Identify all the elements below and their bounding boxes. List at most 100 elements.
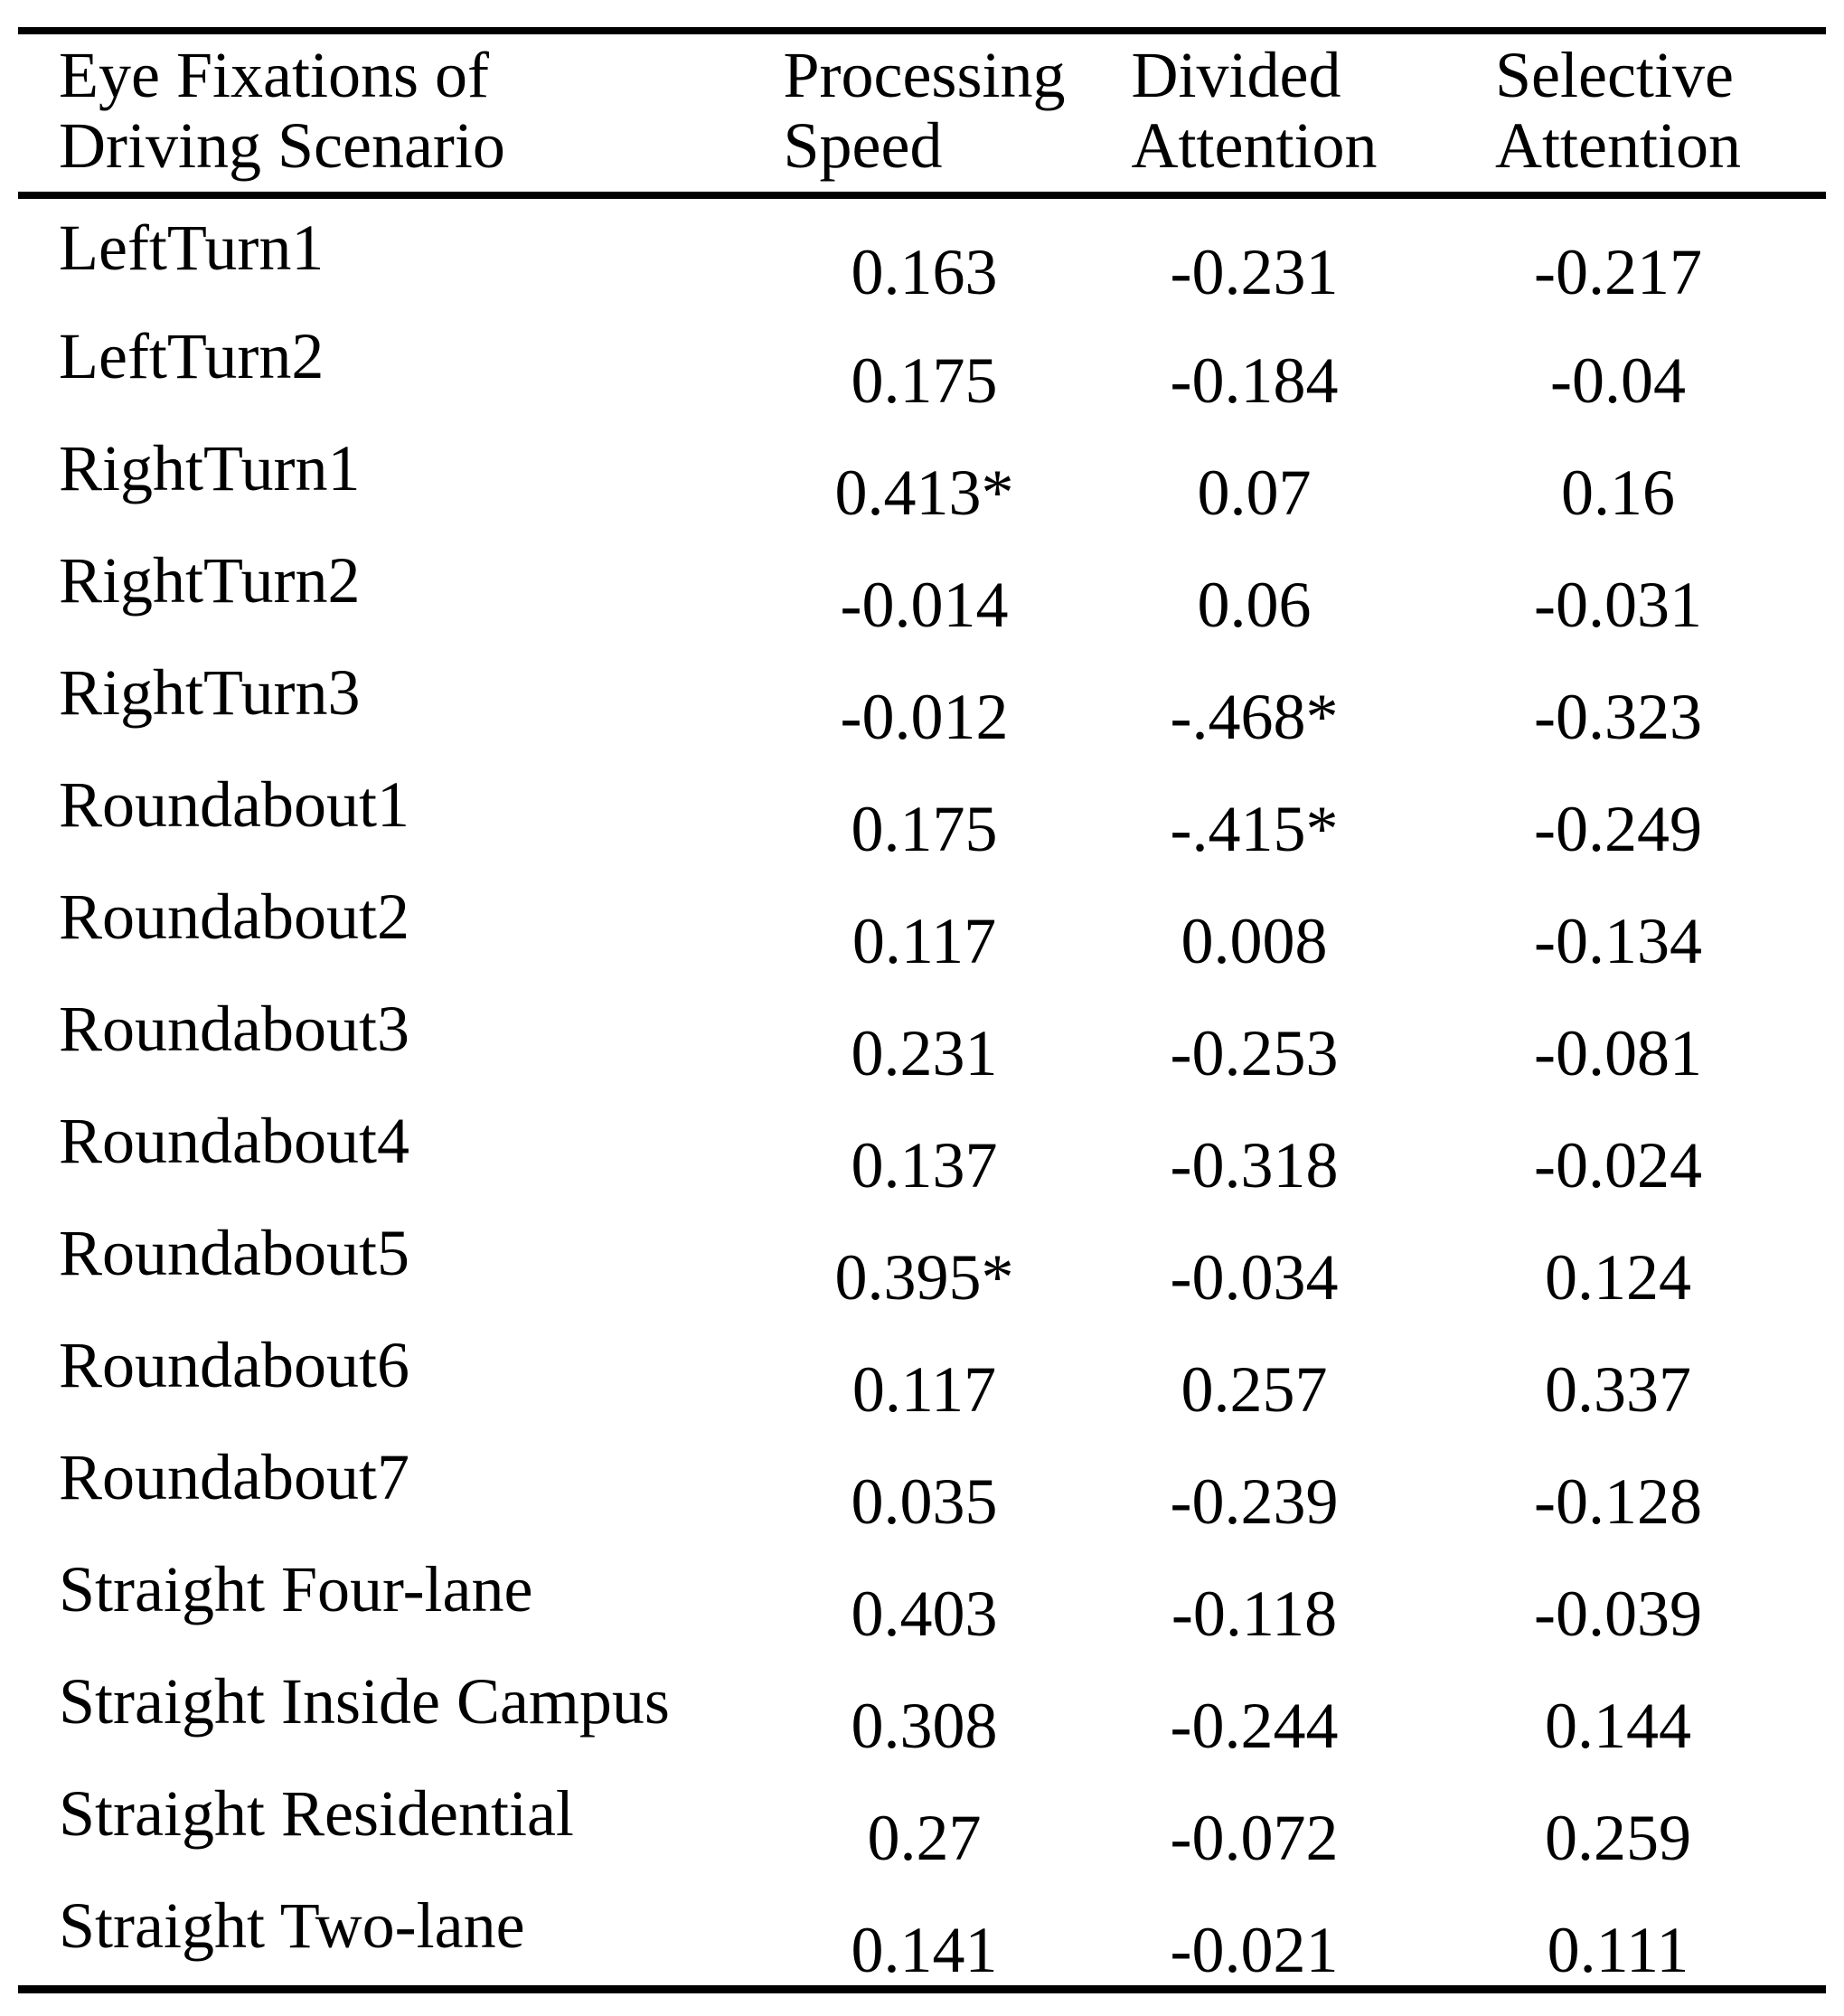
scenario-label: Straight Two-lane [59, 1889, 525, 1962]
processing-speed-value: 0.413* [834, 457, 1014, 529]
table-row: LeftTurn1 0.163 -0.231 -0.217 [18, 195, 1826, 307]
scenario-label: RightTurn1 [59, 432, 361, 504]
header-selective-attention: Selective Attention [1433, 31, 1826, 195]
selective-attention-value: -0.249 [1534, 793, 1702, 865]
scenario-label: Roundabout5 [59, 1217, 409, 1289]
header-divided-attention: Divided Attention [1076, 31, 1433, 195]
divided-attention-value: -.468* [1170, 681, 1339, 753]
scenario-label: RightTurn3 [59, 656, 361, 729]
divided-attention-value: 0.07 [1197, 457, 1312, 529]
table-row: Roundabout6 0.117 0.257 0.337 [18, 1316, 1826, 1428]
header-text-block: Processing Speed [784, 40, 1066, 181]
table-row: Roundabout2 0.117 0.008 -0.134 [18, 868, 1826, 980]
table-row: Straight Residential 0.27 -0.072 0.259 [18, 1765, 1826, 1877]
table-row: Straight Inside Campus 0.308 -0.244 0.14… [18, 1653, 1826, 1765]
scenario-label: LeftTurn2 [59, 320, 325, 392]
scenario-label: Straight Four-lane [59, 1553, 533, 1625]
scenario-label: Roundabout6 [59, 1329, 409, 1401]
divided-attention-value: -0.118 [1171, 1578, 1338, 1650]
processing-speed-value: 0.117 [851, 1353, 997, 1426]
header-processing-speed: Processing Speed [773, 31, 1076, 195]
processing-speed-value: -0.014 [840, 569, 1009, 641]
header-line-2: Attention [1495, 109, 1741, 182]
selective-attention-value: -0.134 [1534, 905, 1702, 977]
table-row: LeftTurn2 0.175 -0.184 -0.04 [18, 307, 1826, 419]
processing-speed-value: 0.27 [867, 1802, 982, 1874]
table-row: Roundabout4 0.137 -0.318 -0.024 [18, 1092, 1826, 1204]
processing-speed-value: 0.035 [851, 1465, 998, 1538]
header-text-block: Eye Fixations of Driving Scenario [59, 40, 505, 181]
table-row: Roundabout1 0.175 -.415* -0.249 [18, 756, 1826, 868]
header-line-2: Attention [1131, 109, 1378, 182]
selective-attention-value: -0.04 [1550, 344, 1686, 417]
processing-speed-value: 0.175 [851, 793, 998, 865]
scenario-label: Roundabout2 [59, 881, 409, 953]
divided-attention-value: 0.06 [1197, 569, 1312, 641]
processing-speed-value: -0.012 [840, 681, 1009, 753]
table-row: RightTurn2 -0.014 0.06 -0.031 [18, 532, 1826, 644]
table-row: Straight Four-lane 0.403 -0.118 -0.039 [18, 1540, 1826, 1653]
scenario-label: Roundabout4 [59, 1105, 409, 1177]
scenario-label: LeftTurn1 [59, 212, 325, 284]
divided-attention-value: -0.184 [1170, 344, 1339, 417]
divided-attention-value: -0.253 [1170, 1017, 1339, 1089]
divided-attention-value: -0.021 [1170, 1914, 1339, 1986]
divided-attention-value: -0.239 [1170, 1465, 1339, 1538]
selective-attention-value: -0.024 [1534, 1129, 1702, 1201]
scenario-label: Straight Residential [59, 1777, 574, 1850]
selective-attention-value: -0.323 [1534, 681, 1702, 753]
processing-speed-value: 0.395* [834, 1241, 1014, 1314]
header-line-1: Divided [1131, 39, 1341, 111]
scenario-label: RightTurn2 [59, 544, 361, 617]
table-body: LeftTurn1 0.163 -0.231 -0.217 LeftTurn2 … [18, 195, 1826, 1990]
divided-attention-value: -0.318 [1170, 1129, 1339, 1201]
selective-attention-value: 0.111 [1547, 1914, 1689, 1986]
selective-attention-value: 0.16 [1561, 457, 1675, 529]
selective-attention-value: 0.259 [1545, 1802, 1691, 1874]
processing-speed-value: 0.137 [851, 1129, 998, 1201]
table-row: Straight Two-lane 0.141 -0.021 0.111 [18, 1877, 1826, 1990]
header-line-1: Selective [1495, 39, 1734, 111]
divided-attention-value: -0.231 [1170, 236, 1339, 308]
scenario-label: Roundabout1 [59, 768, 409, 841]
processing-speed-value: 0.117 [851, 905, 997, 977]
header-text-block: Selective Attention [1495, 40, 1741, 181]
selective-attention-value: -0.128 [1534, 1465, 1702, 1538]
processing-speed-value: 0.308 [851, 1690, 998, 1762]
processing-speed-value: 0.403 [851, 1578, 998, 1650]
header-row: Eye Fixations of Driving Scenario Proces… [18, 31, 1826, 195]
processing-speed-value: 0.163 [851, 236, 998, 308]
scenario-label: Straight Inside Campus [59, 1665, 670, 1738]
header-line-2: Speed [783, 109, 943, 182]
selective-attention-value: 0.124 [1545, 1241, 1691, 1314]
divided-attention-value: -0.244 [1170, 1690, 1339, 1762]
table-row: Roundabout3 0.231 -0.253 -0.081 [18, 980, 1826, 1092]
table-row: Roundabout7 0.035 -0.239 -0.128 [18, 1428, 1826, 1540]
divided-attention-value: 0.008 [1181, 905, 1328, 977]
selective-attention-value: -0.217 [1534, 236, 1702, 308]
table-row: RightTurn3 -0.012 -.468* -0.323 [18, 644, 1826, 756]
processing-speed-value: 0.175 [851, 344, 998, 417]
divided-attention-value: -0.072 [1170, 1802, 1339, 1874]
header-line-2: Driving Scenario [59, 109, 505, 182]
table-row: RightTurn1 0.413* 0.07 0.16 [18, 419, 1826, 532]
header-text-block: Divided Attention [1132, 40, 1378, 181]
selective-attention-value: -0.039 [1534, 1578, 1702, 1650]
table-header: Eye Fixations of Driving Scenario Proces… [18, 31, 1826, 195]
selective-attention-value: -0.081 [1534, 1017, 1702, 1089]
header-eye-fixations: Eye Fixations of Driving Scenario [18, 31, 773, 195]
divided-attention-value: 0.257 [1181, 1353, 1328, 1426]
correlation-table: Eye Fixations of Driving Scenario Proces… [18, 27, 1826, 1993]
selective-attention-value: 0.144 [1545, 1690, 1691, 1762]
processing-speed-value: 0.231 [851, 1017, 998, 1089]
header-line-1: Eye Fixations of [59, 39, 489, 111]
header-line-1: Processing [783, 39, 1066, 111]
scenario-label: Roundabout3 [59, 993, 409, 1065]
divided-attention-value: -.415* [1170, 793, 1339, 865]
scenario-label: Roundabout7 [59, 1441, 409, 1513]
selective-attention-value: -0.031 [1534, 569, 1702, 641]
selective-attention-value: 0.337 [1545, 1353, 1691, 1426]
processing-speed-value: 0.141 [851, 1914, 998, 1986]
table-row: Roundabout5 0.395* -0.034 0.124 [18, 1204, 1826, 1316]
